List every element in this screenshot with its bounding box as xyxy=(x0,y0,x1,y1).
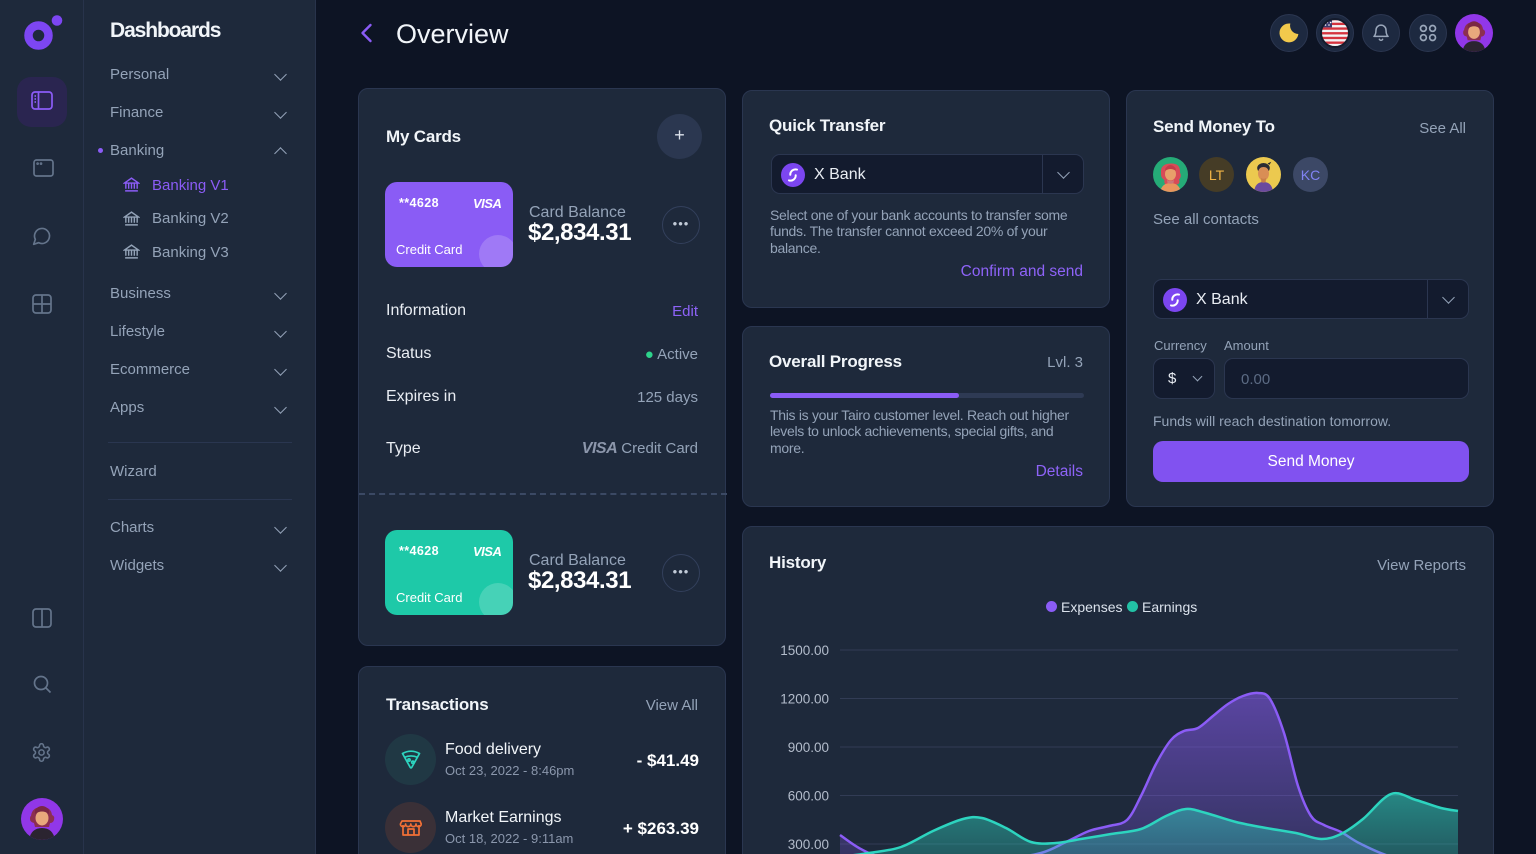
svg-text:LT: LT xyxy=(1209,167,1225,183)
svg-text:900.00: 900.00 xyxy=(788,740,829,755)
svg-text:300.00: 300.00 xyxy=(788,837,829,852)
svg-text:KC: KC xyxy=(1301,167,1320,183)
svg-text:1500.00: 1500.00 xyxy=(780,643,829,658)
svg-text:1200.00: 1200.00 xyxy=(780,692,829,707)
svg-text:600.00: 600.00 xyxy=(788,789,829,804)
